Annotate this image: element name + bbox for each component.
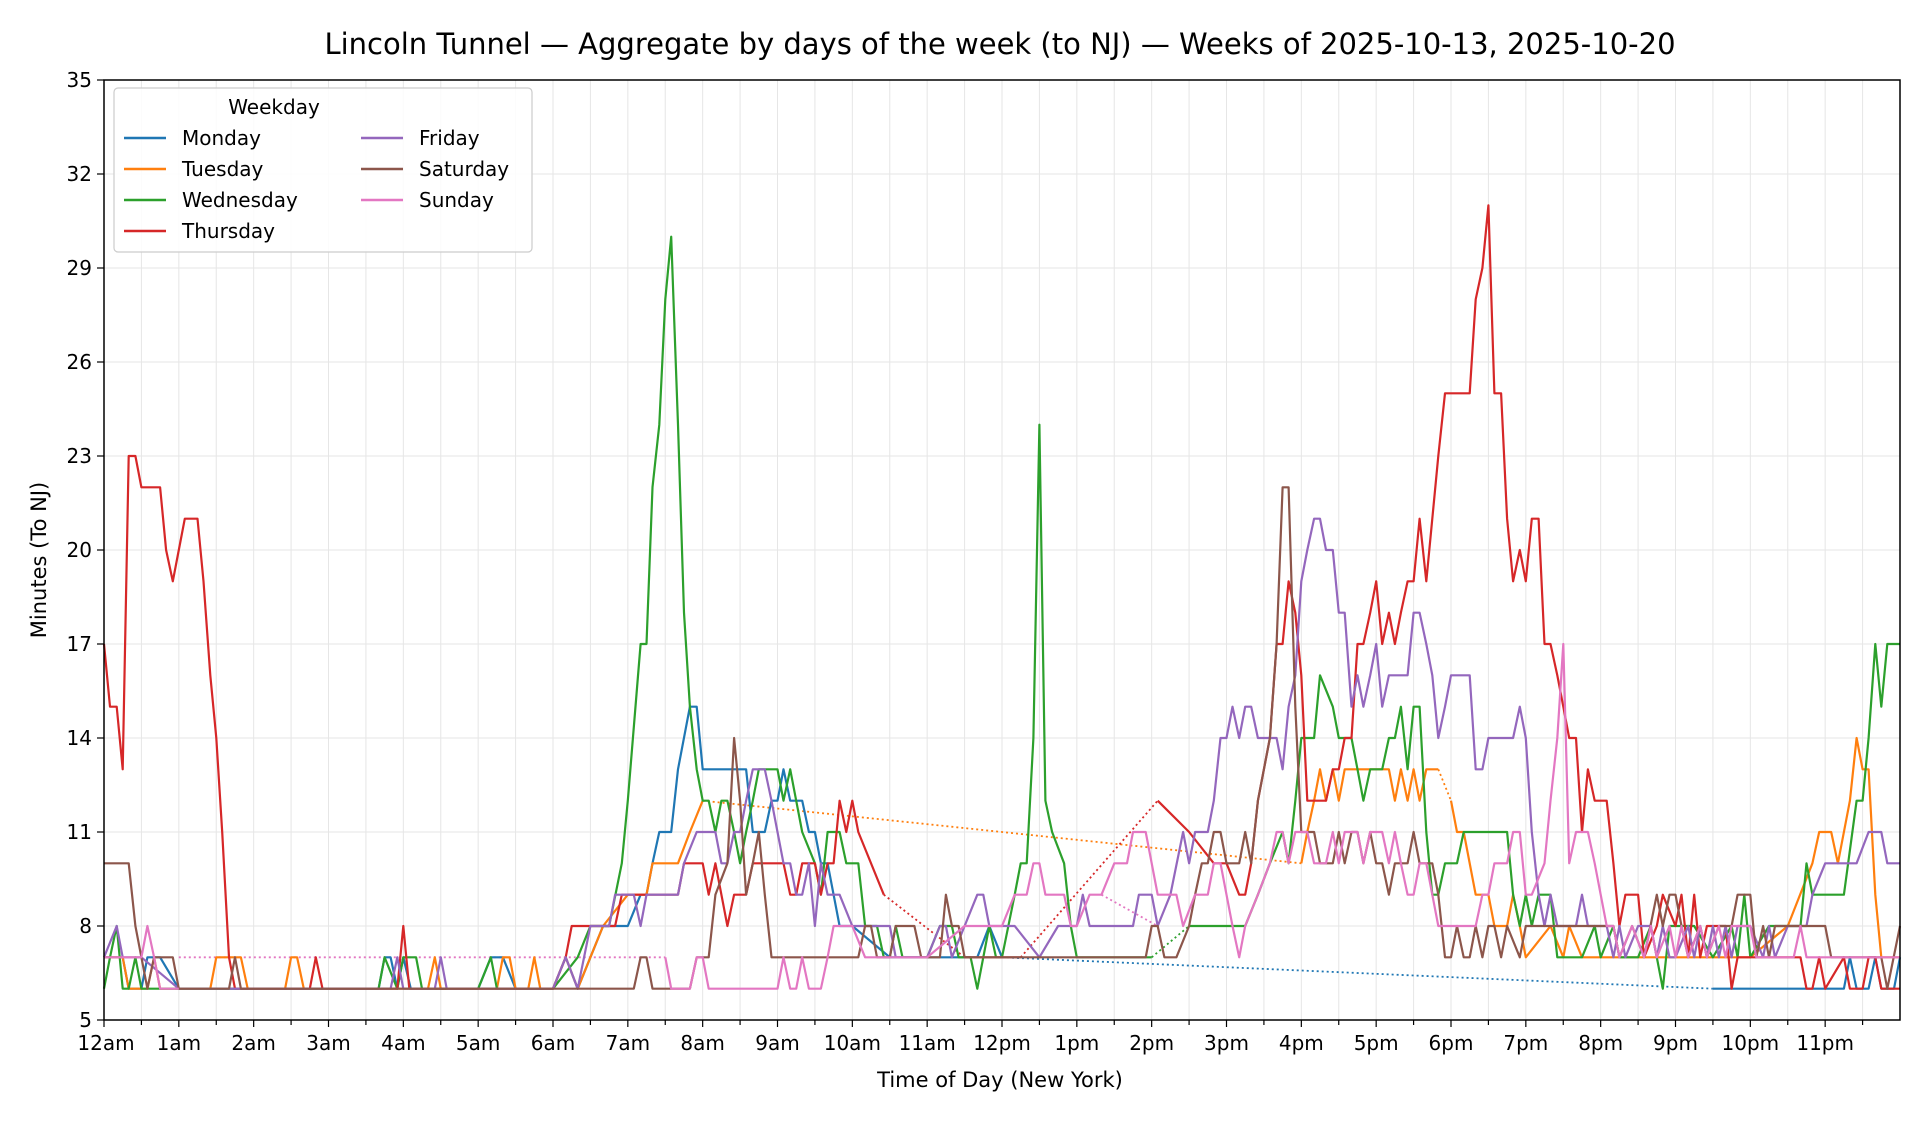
gap-link-monday bbox=[1001, 956, 1713, 990]
series-line-thursday bbox=[1156, 204, 1900, 990]
legend-label: Wednesday bbox=[182, 188, 298, 212]
x-tick-label: 7am bbox=[606, 1031, 650, 1055]
series-line-sunday bbox=[664, 642, 1900, 990]
series-line-sunday bbox=[104, 924, 179, 990]
y-tick-label: 17 bbox=[67, 632, 92, 656]
legend-label: Sunday bbox=[419, 188, 494, 212]
gap-link-tuesday bbox=[702, 799, 1302, 865]
x-tick-label: 12am bbox=[77, 1031, 134, 1055]
x-tick-label: 5am bbox=[456, 1031, 500, 1055]
legend-label: Saturday bbox=[419, 157, 509, 181]
x-tick-label: 3pm bbox=[1204, 1031, 1249, 1055]
y-tick-label: 20 bbox=[67, 538, 92, 562]
y-tick-label: 14 bbox=[67, 726, 92, 750]
x-tick-label: 8am bbox=[680, 1031, 724, 1055]
x-axis-label: Time of Day (New York) bbox=[876, 1068, 1123, 1092]
x-tick-label: 2pm bbox=[1129, 1031, 1174, 1055]
y-tick-label: 26 bbox=[67, 350, 92, 374]
x-tick-label: 7pm bbox=[1503, 1031, 1548, 1055]
y-tick-label: 32 bbox=[67, 162, 92, 186]
x-tick-label: 2am bbox=[231, 1031, 275, 1055]
gap-link-wednesday bbox=[1151, 925, 1190, 958]
x-tick-label: 6pm bbox=[1429, 1031, 1474, 1055]
legend-label: Friday bbox=[419, 126, 480, 150]
gap-link-thursday bbox=[883, 893, 966, 959]
x-tick-label: 3am bbox=[306, 1031, 350, 1055]
x-tick-label: 10pm bbox=[1722, 1031, 1780, 1055]
gap-link-tuesday bbox=[1437, 768, 1452, 802]
x-tick-label: 1am bbox=[157, 1031, 201, 1055]
y-tick-label: 29 bbox=[67, 256, 92, 280]
x-tick-label: 1pm bbox=[1054, 1031, 1099, 1055]
y-tick-label: 5 bbox=[79, 1008, 92, 1032]
x-tick-label: 6am bbox=[531, 1031, 575, 1055]
x-tick-label: 5pm bbox=[1354, 1031, 1399, 1055]
legend-title: Weekday bbox=[228, 95, 320, 119]
y-tick-label: 35 bbox=[67, 68, 92, 92]
y-tick-label: 11 bbox=[67, 820, 92, 844]
y-axis-label: Minutes (To NJ) bbox=[27, 482, 51, 638]
series-lines bbox=[102, 204, 1902, 990]
legend-box bbox=[113, 87, 533, 253]
y-axis: 5 8 11 14 17 20 23 26 29 32 35 bbox=[67, 68, 104, 1032]
x-tick-label: 11pm bbox=[1796, 1031, 1854, 1055]
x-tick-label: 10am bbox=[824, 1031, 881, 1055]
x-tick-label: 11am bbox=[899, 1031, 956, 1055]
gap-link-sunday bbox=[1101, 893, 1159, 927]
x-tick-label: 9am bbox=[755, 1031, 799, 1055]
legend-label: Tuesday bbox=[181, 157, 264, 181]
x-tick-label: 4am bbox=[381, 1031, 425, 1055]
x-tick-label: 8pm bbox=[1578, 1031, 1623, 1055]
x-axis: 12am 1am 2am 3am 4am 5am 6am 7am 8am 9am 10am 11am 1… bbox=[77, 1020, 1864, 1055]
x-tick-label: 4pm bbox=[1279, 1031, 1324, 1055]
legend-label: Thursday bbox=[181, 219, 275, 243]
x-tick-label: 12pm bbox=[973, 1031, 1031, 1055]
y-tick-label: 8 bbox=[79, 914, 92, 938]
y-tick-label: 23 bbox=[67, 444, 92, 468]
legend-label: Monday bbox=[182, 126, 261, 150]
x-tick-label: 9pm bbox=[1653, 1031, 1698, 1055]
chart-title: Lincoln Tunnel — Aggregate by days of th… bbox=[324, 27, 1675, 61]
legend: Weekday Monday Tuesday Wednesday Thursday Fri… bbox=[113, 87, 533, 253]
